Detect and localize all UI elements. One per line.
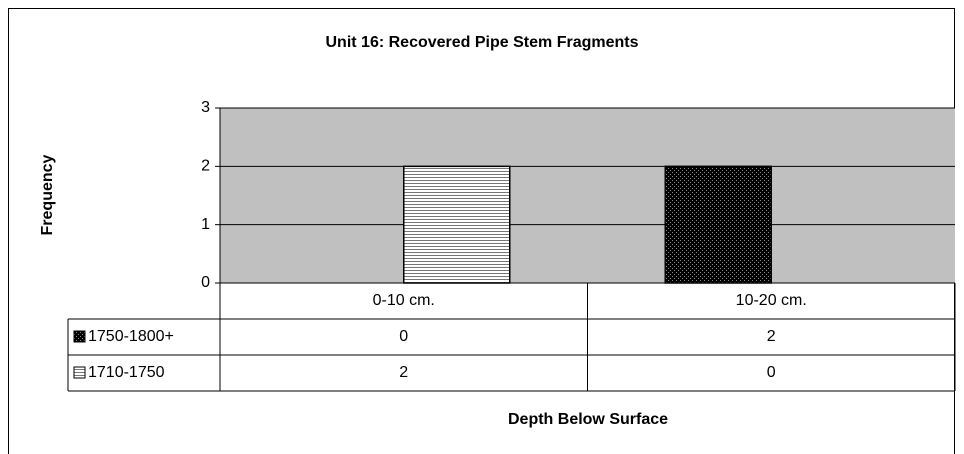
plot-area (220, 108, 955, 283)
legend-key (73, 366, 86, 379)
x-tick-label: 10-20 cm. (736, 292, 807, 309)
table-value: 2 (399, 364, 408, 381)
bar (664, 165, 772, 284)
y-tick-label: 0 (201, 274, 210, 291)
chart-title: Unit 16: Recovered Pipe Stem Fragments (326, 34, 639, 51)
legend-key (73, 330, 86, 343)
table-value: 0 (399, 328, 408, 345)
y-tick-label: 3 (201, 99, 210, 116)
x-axis-title: Depth Below Surface (508, 411, 668, 428)
y-tick-label: 1 (201, 216, 210, 233)
legend-label: 1710-1750 (88, 364, 165, 381)
y-tick-label: 2 (201, 158, 210, 175)
bar (403, 165, 511, 284)
legend-label: 1750-1800+ (88, 328, 174, 345)
x-tick-label: 0-10 cm. (373, 292, 435, 309)
y-axis-title: Frequency (39, 154, 56, 235)
table-value: 2 (767, 328, 776, 345)
table-value: 0 (767, 364, 776, 381)
